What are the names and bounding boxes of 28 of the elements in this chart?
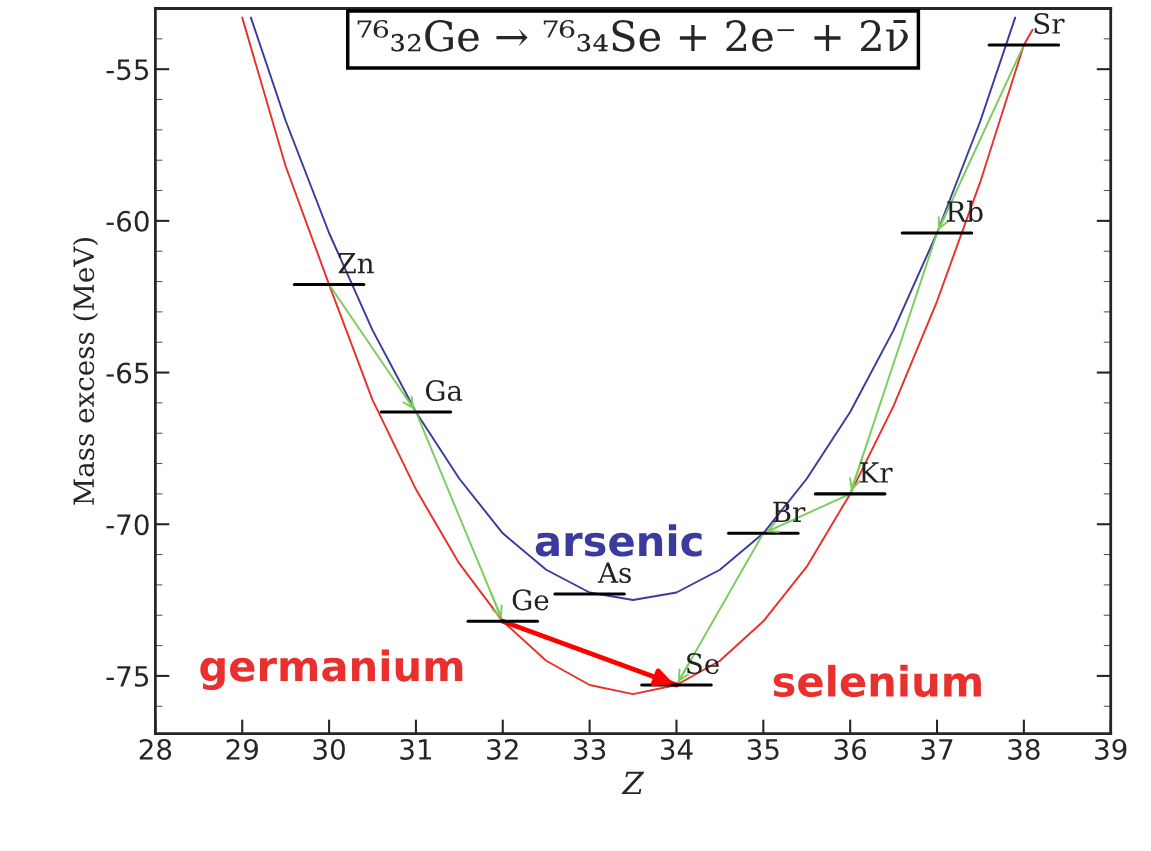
annotation: Ge: [512, 589, 549, 611]
y-tick-label: -60: [106, 210, 149, 232]
y-axis-title: Mass excess (MeV): [72, 238, 99, 505]
series-label: arsenic: [535, 524, 702, 557]
x-tick-label: 35: [747, 738, 779, 760]
y-tick-label: -65: [106, 362, 149, 384]
x-tick-label: 31: [400, 738, 432, 760]
x-tick-label: 34: [660, 738, 693, 760]
chart-title: ⁷⁶₃₂Ge → ⁷⁶₃₄Se + 2e⁻ + 2ν̄: [357, 20, 908, 52]
x-axis-title: Z: [621, 771, 645, 795]
x-tick-label: 39: [1095, 738, 1127, 760]
x-tick-label: 37: [921, 738, 953, 760]
x-tick-label: 30: [313, 738, 345, 760]
x-tick-label: 38: [1008, 738, 1040, 760]
x-tick-label: 36: [834, 738, 867, 760]
x-tick-label: 32: [487, 738, 518, 760]
x-tick-label: 28: [139, 738, 172, 760]
annotation: Kr: [860, 462, 893, 483]
y-tick-label: -55: [106, 59, 149, 81]
x-tick-label: 29: [226, 738, 258, 760]
y-tick-label: -70: [106, 514, 149, 536]
annotation: As: [597, 562, 631, 584]
annotation: germanium: [200, 649, 463, 691]
annotation: selenium: [773, 664, 981, 698]
annotation: Sr: [1034, 12, 1065, 34]
x-tick-label: 33: [574, 738, 606, 760]
annotation: Ga: [425, 380, 463, 402]
y-tick-label: -75: [106, 666, 149, 687]
